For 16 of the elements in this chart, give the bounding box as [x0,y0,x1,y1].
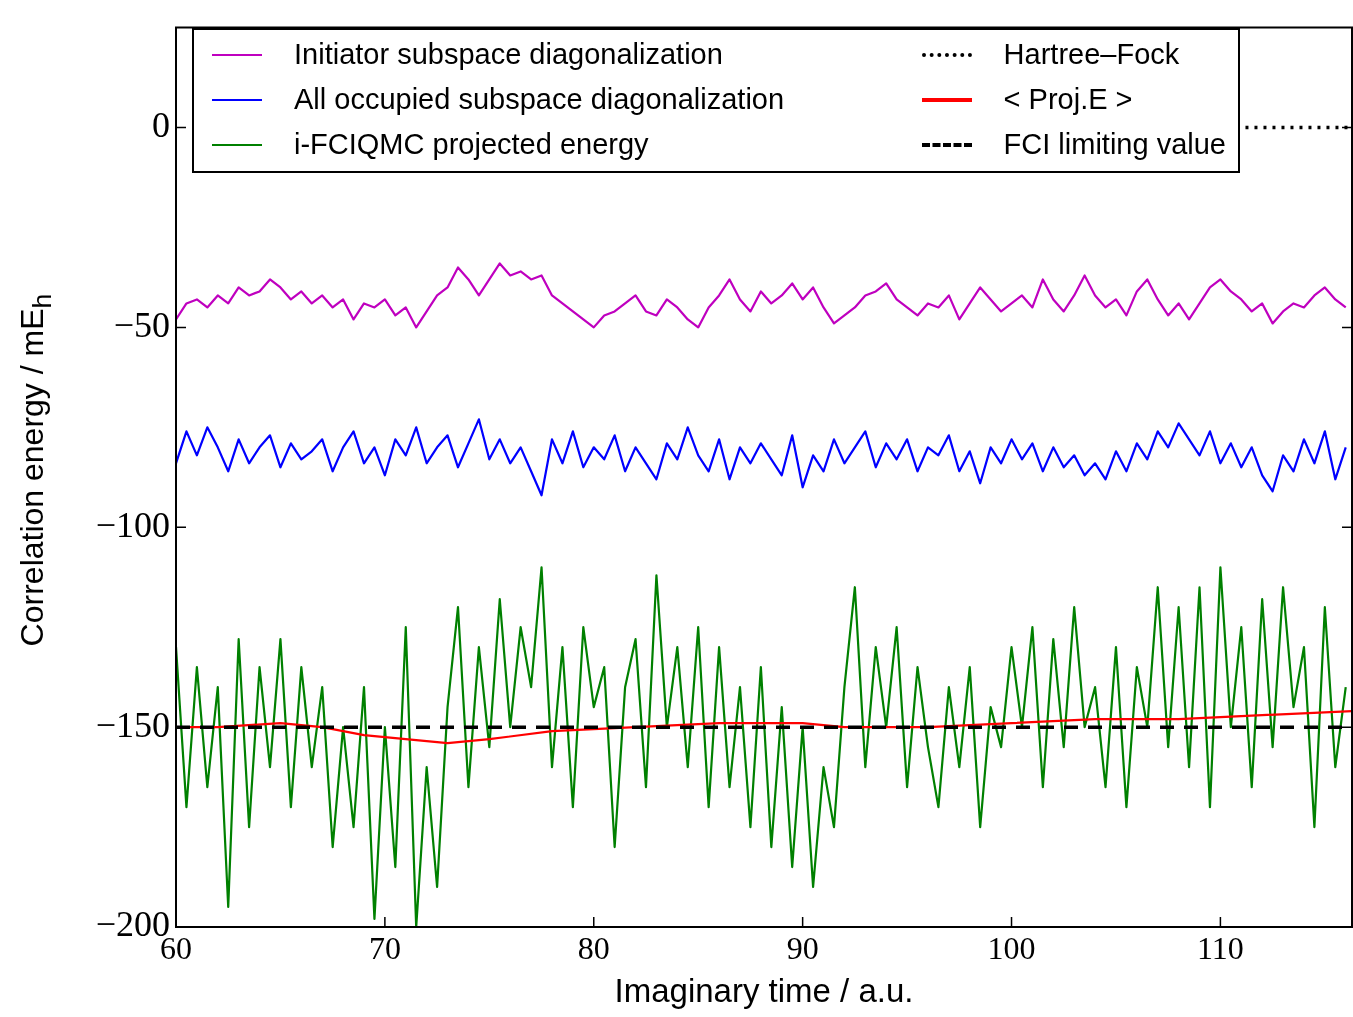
x-tick-label: 110 [1197,929,1244,966]
legend-label: < Proj.E > [1003,83,1133,116]
x-tick-label: 100 [987,929,1036,966]
legend-label: i-FCIQMC projected energy [294,128,649,161]
x-tick-label: 80 [577,929,610,966]
y-tick-label: −150 [95,704,170,745]
legend-label: Initiator subspace diagonalization [294,38,723,71]
x-tick-label: 90 [786,929,819,966]
x-axis-title: Imaginary time / a.u. [614,972,914,1010]
legend-label: All occupied subspace diagonalization [294,83,785,116]
y-tick-label: −100 [95,504,170,545]
x-tick-label: 70 [368,929,401,966]
legend-label: Hartree–Fock [1003,38,1180,71]
y-tick-label: 0 [152,104,170,145]
legend-label: FCI limiting value [1003,128,1226,161]
y-tick-label: −50 [113,304,170,345]
